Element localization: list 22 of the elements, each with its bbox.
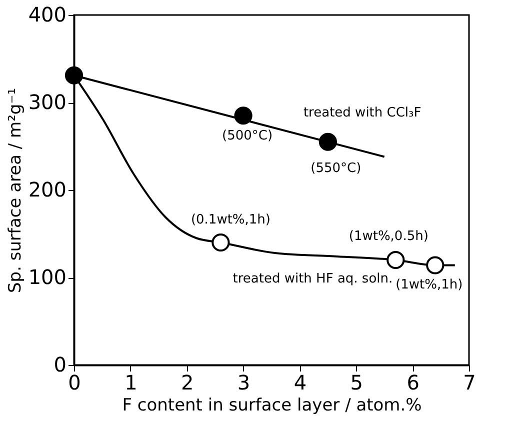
annotation: (1wt%,1h)	[396, 277, 463, 292]
x-axis-title: F content in surface layer / atom.%	[122, 396, 422, 416]
annotation: (0.1wt%,1h)	[190, 212, 270, 228]
x-tick-label: 2	[180, 370, 194, 394]
y-tick-label: 0	[54, 352, 66, 376]
y-axis-title: Sp. surface area / m²g⁻¹	[5, 88, 26, 294]
x-tick-label: 6	[406, 370, 420, 394]
annotation: treated with CCl₃F	[303, 106, 422, 121]
annotation: (500°C)	[222, 128, 273, 144]
x-tick-label: 0	[68, 370, 81, 394]
x-tick-label: 3	[237, 370, 250, 394]
annotation: (550°C)	[310, 160, 362, 176]
annotation: (1wt%,0.5h)	[348, 229, 428, 244]
x-tick-label: 5	[350, 370, 364, 394]
x-tick-label: 7	[463, 370, 476, 394]
x-tick-label: 4	[294, 370, 307, 394]
y-tick-label: 100	[28, 265, 66, 289]
x-tick-label: 1	[124, 370, 138, 394]
y-tick-label: 200	[28, 178, 66, 202]
annotation: treated with HF aq. soln.	[232, 272, 393, 287]
y-tick-label: 400	[28, 2, 66, 26]
y-tick-label: 300	[28, 90, 66, 114]
